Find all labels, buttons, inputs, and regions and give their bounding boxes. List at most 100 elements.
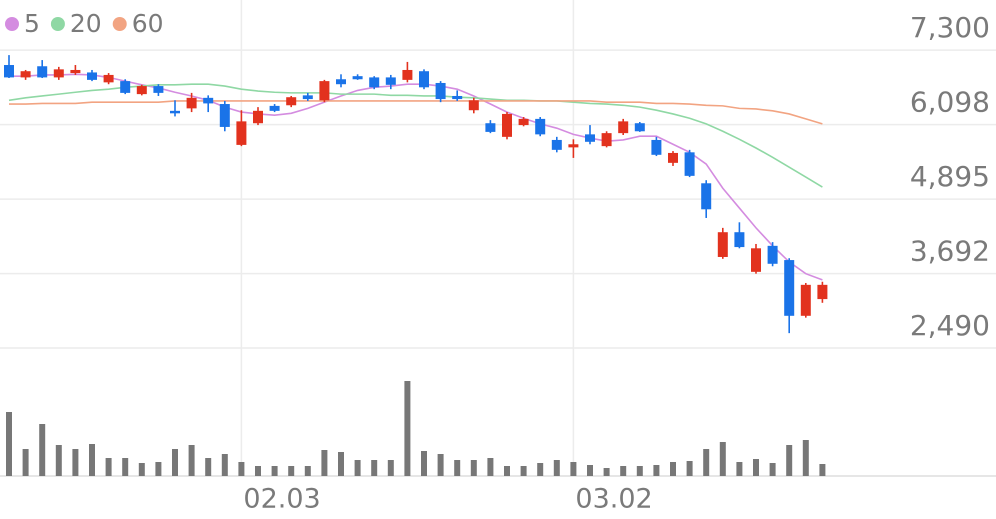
candle-body: [767, 245, 778, 264]
candle-body: [485, 123, 496, 132]
candle-body: [336, 79, 346, 85]
candle-body: [535, 118, 546, 135]
volume-bar: [636, 466, 643, 476]
candle-body: [87, 72, 97, 80]
candle-body: [4, 65, 14, 78]
volume-bar: [753, 459, 759, 476]
volume-bar: [238, 462, 245, 476]
volume-bar: [338, 452, 344, 476]
volume-bar: [437, 454, 444, 476]
candle-body: [319, 81, 330, 101]
volume-bar: [520, 466, 527, 476]
candle-body: [419, 71, 429, 88]
candle-body: [751, 248, 761, 272]
volume-bar: [587, 465, 593, 476]
volume-bar: [719, 442, 726, 476]
y-tick-label: 4,895: [910, 160, 990, 193]
candle-body: [369, 77, 380, 88]
volume-bar: [221, 454, 228, 476]
volume-bar: [6, 412, 12, 476]
volume-bar: [22, 449, 29, 476]
candle-body: [784, 260, 795, 316]
volume-bar: [802, 440, 809, 476]
candle-body: [551, 139, 562, 150]
candle-body: [269, 105, 280, 111]
volume-bar: [670, 462, 676, 476]
candle-body: [452, 95, 463, 100]
volume-bar: [620, 466, 627, 476]
volume-bar: [39, 424, 46, 476]
candle-body: [136, 86, 147, 95]
candle-body: [651, 139, 662, 155]
candle-body: [70, 69, 81, 74]
legend-label: 60: [132, 9, 164, 38]
candle-body: [219, 104, 230, 127]
candle-body: [634, 123, 645, 132]
candle-body: [120, 81, 131, 93]
candle-body: [170, 110, 180, 114]
candle-body: [103, 74, 114, 83]
candle-body: [618, 121, 629, 134]
volume-bar: [454, 460, 461, 476]
y-tick-label: 7,300: [910, 11, 990, 44]
volume-bar: [819, 464, 826, 476]
legend-marker: [112, 17, 127, 31]
candle-body: [253, 110, 263, 124]
volume-bar: [371, 460, 378, 476]
legend-marker: [5, 17, 19, 31]
candle-body: [352, 76, 363, 80]
volume-bar: [155, 462, 162, 476]
candle-body: [53, 69, 64, 78]
volume-bar: [205, 458, 212, 476]
candle-body: [601, 133, 612, 147]
volume-bar: [769, 463, 776, 476]
volume-bar: [354, 460, 361, 476]
volume-bar: [553, 460, 560, 476]
volume-bar: [603, 468, 610, 476]
volume-bar: [304, 466, 311, 476]
ma-line: [9, 100, 823, 125]
candle-body: [468, 100, 479, 111]
candle-body: [518, 118, 529, 126]
volume-bar: [387, 460, 394, 476]
candle-body: [286, 97, 297, 106]
candle-body: [186, 97, 197, 109]
volume-bar: [537, 463, 544, 476]
candle-body: [668, 152, 678, 163]
candle-body: [37, 66, 48, 78]
volume-bar: [172, 449, 178, 476]
y-tick-label: 2,490: [910, 309, 990, 342]
candle-body: [302, 95, 313, 100]
candle-body: [502, 113, 512, 137]
candle-body: [817, 284, 828, 300]
volume-bar: [321, 450, 328, 476]
candle-body: [385, 77, 396, 85]
candle-body: [585, 134, 595, 142]
candle-body: [684, 152, 695, 176]
volume-bar: [404, 381, 411, 476]
volume-bar: [89, 444, 95, 476]
y-tick-label: 6,098: [910, 86, 990, 119]
candle-body: [568, 144, 579, 148]
volume-bar: [122, 458, 129, 476]
volume-bar: [188, 445, 195, 476]
x-tick-label: 02.03: [243, 484, 320, 515]
candle-body: [236, 121, 247, 145]
volume-bar: [570, 462, 577, 476]
volume-bar: [703, 449, 710, 476]
y-tick-label: 3,692: [910, 235, 990, 268]
volume-bar: [255, 466, 261, 476]
legend-marker: [50, 17, 65, 31]
legend-label: 20: [70, 9, 102, 38]
candle-body: [734, 232, 745, 248]
volume-bar: [686, 461, 693, 476]
candle-body: [435, 82, 446, 100]
x-tick-label: 03.02: [575, 484, 652, 515]
volume-bar: [653, 465, 660, 476]
volume-bar: [271, 466, 278, 476]
volume-bar: [72, 449, 79, 476]
ma-line: [8, 83, 823, 188]
candle-body: [402, 69, 413, 80]
candle-body: [153, 86, 164, 93]
